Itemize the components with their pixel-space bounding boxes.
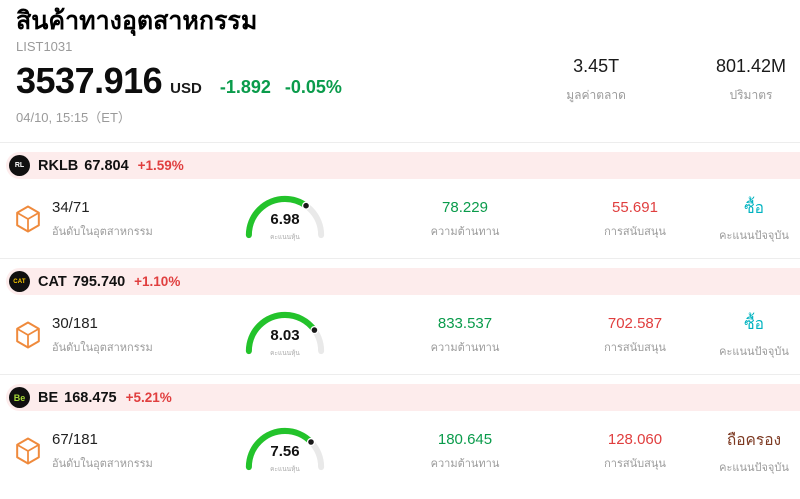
market-cap-value: 3.45T	[573, 56, 620, 76]
stock-pill-be[interactable]: Be BE 168.475 +5.21%	[6, 384, 800, 411]
stock-score-gauge: 6.98 คะแนนหุ้น	[242, 192, 328, 246]
stock-detail-row: 30/181 อันดับในอุตสาหกรรม 8.03 คะแนนหุ้น…	[0, 308, 800, 362]
support-cell: 55.691 การสนับสนุน	[560, 199, 710, 240]
stock-row-be[interactable]: Be BE 168.475 +5.21% 67/181 อันดับในอุตส…	[0, 374, 800, 490]
rating-label: คะแนนปัจจุบัน	[719, 345, 789, 358]
resistance-label: ความต้านทาน	[430, 457, 500, 470]
resistance-value: 180.645	[437, 430, 493, 448]
stock-row-rklb[interactable]: RL RKLB 67.804 +1.59% 34/71 อันดับในอุตส…	[0, 142, 800, 258]
stock-detail-row: 67/181 อันดับในอุตสาหกรรม 7.56 คะแนนหุ้น…	[0, 424, 800, 478]
stock-change: +5.21%	[125, 390, 172, 405]
score-gauge-cell: 8.03 คะแนนหุ้น	[200, 308, 370, 362]
industry-box-icon	[16, 321, 40, 349]
price-row: 3537.916 USD -1.892 -0.05%	[16, 60, 784, 102]
market-cap-label: มูลค่าตลาด	[566, 88, 626, 102]
stock-ticker: CAT	[38, 273, 67, 290]
score-gauge-cell: 6.98 คะแนนหุ้น	[200, 192, 370, 246]
rating-value: ซื้อ	[744, 315, 764, 333]
be-logo-icon: Be	[9, 387, 30, 408]
index-price: 3537.916	[16, 60, 163, 101]
stock-ticker: BE	[38, 389, 59, 406]
industry-rank-value: 34/71	[52, 198, 90, 216]
support-label: การสนับสนุน	[604, 225, 666, 238]
change-percent: -0.05%	[284, 77, 342, 97]
rating-label: คะแนนปัจจุบัน	[719, 229, 789, 242]
rklb-logo-icon: RL	[9, 155, 30, 176]
stock-score-value: 8.03	[270, 327, 300, 344]
list-id: LIST1031	[16, 39, 73, 54]
industry-rank-cell: 34/71 อันดับในอุตสาหกรรม	[0, 199, 200, 240]
rating-cell: ซื้อ คะแนนปัจจุบัน	[710, 195, 800, 244]
rating-value: ซื้อ	[744, 199, 764, 217]
industry-rank-value: 30/181	[52, 314, 98, 332]
stock-score-value: 7.56	[270, 443, 300, 460]
stock-score-value: 6.98	[270, 211, 300, 228]
resistance-value: 78.229	[442, 198, 488, 216]
rating-label: คะแนนปัจจุบัน	[719, 461, 789, 474]
industry-rank-cell: 67/181 อันดับในอุตสาหกรรม	[0, 431, 200, 472]
page-title: สินค้าทางอุตสาหกรรม	[16, 7, 258, 35]
score-gauge-cell: 7.56 คะแนนหุ้น	[200, 424, 370, 478]
stock-ticker: RKLB	[38, 157, 79, 174]
resistance-cell: 78.229 ความต้านทาน	[370, 199, 560, 240]
support-cell: 702.587 การสนับสนุน	[560, 315, 710, 356]
support-label: การสนับสนุน	[604, 341, 666, 354]
rating-cell: ถือครอง คะแนนปัจจุบัน	[710, 427, 800, 476]
support-label: การสนับสนุน	[604, 457, 666, 470]
rating-value: ถือครอง	[726, 431, 782, 449]
header: สินค้าทางอุตสาหกรรม LIST1031 3537.916 US…	[0, 0, 800, 142]
resistance-value: 833.537	[437, 314, 493, 332]
resistance-label: ความต้านทาน	[430, 225, 500, 238]
header-metrics: 3.45T มูลค่าตลาด 801.42M ปริมาตร	[566, 56, 786, 105]
stock-score-label: คะแนนหุ้น	[270, 466, 300, 473]
industry-rank-label: อันดับในอุตสาหกรรม	[52, 341, 153, 354]
support-cell: 128.060 การสนับสนุน	[560, 431, 710, 472]
stock-score-gauge: 7.56 คะแนนหุ้น	[242, 424, 328, 478]
stock-pill-cat[interactable]: CAT CAT 795.740 +1.10%	[6, 268, 800, 295]
stock-score-label: คะแนนหุ้น	[270, 350, 300, 357]
resistance-label: ความต้านทาน	[430, 341, 500, 354]
support-value: 55.691	[612, 198, 658, 216]
stock-detail-row: 34/71 อันดับในอุตสาหกรรม 6.98 คะแนนหุ้น …	[0, 192, 800, 246]
quote-timestamp: 04/10, 15:15（ET）	[16, 110, 131, 125]
stock-pill-rklb[interactable]: RL RKLB 67.804 +1.59%	[6, 152, 800, 179]
industry-rank-value: 67/181	[52, 430, 98, 448]
market-cap-metric: 3.45T มูลค่าตลาด	[566, 56, 626, 105]
support-value: 128.060	[607, 430, 663, 448]
industry-rank-label: อันดับในอุตสาหกรรม	[52, 457, 153, 470]
industry-rank-cell: 30/181 อันดับในอุตสาหกรรม	[0, 315, 200, 356]
stock-score-gauge: 8.03 คะแนนหุ้น	[242, 308, 328, 362]
stock-row-cat[interactable]: CAT CAT 795.740 +1.10% 30/181 อันดับในอุ…	[0, 258, 800, 374]
stock-change: +1.10%	[134, 274, 181, 289]
index-change: -1.892 -0.05%	[220, 77, 342, 98]
industry-box-icon	[16, 437, 40, 465]
volume-label: ปริมาตร	[729, 88, 773, 102]
resistance-cell: 180.645 ความต้านทาน	[370, 431, 560, 472]
support-value: 702.587	[607, 314, 663, 332]
stock-price: 795.740	[72, 273, 126, 290]
stock-price: 168.475	[64, 389, 117, 406]
currency-label: USD	[170, 80, 202, 97]
stock-score-label: คะแนนหุ้น	[270, 234, 300, 241]
industry-rank-label: อันดับในอุตสาหกรรม	[52, 225, 153, 238]
volume-metric: 801.42M ปริมาตร	[716, 56, 786, 105]
resistance-cell: 833.537 ความต้านทาน	[370, 315, 560, 356]
industry-box-icon	[16, 205, 40, 233]
stock-change: +1.59%	[137, 158, 184, 173]
rating-cell: ซื้อ คะแนนปัจจุบัน	[710, 311, 800, 360]
change-value: -1.892	[219, 77, 271, 97]
volume-value: 801.42M	[715, 56, 786, 76]
stock-price: 67.804	[84, 157, 129, 174]
cat-logo-icon: CAT	[9, 271, 30, 292]
